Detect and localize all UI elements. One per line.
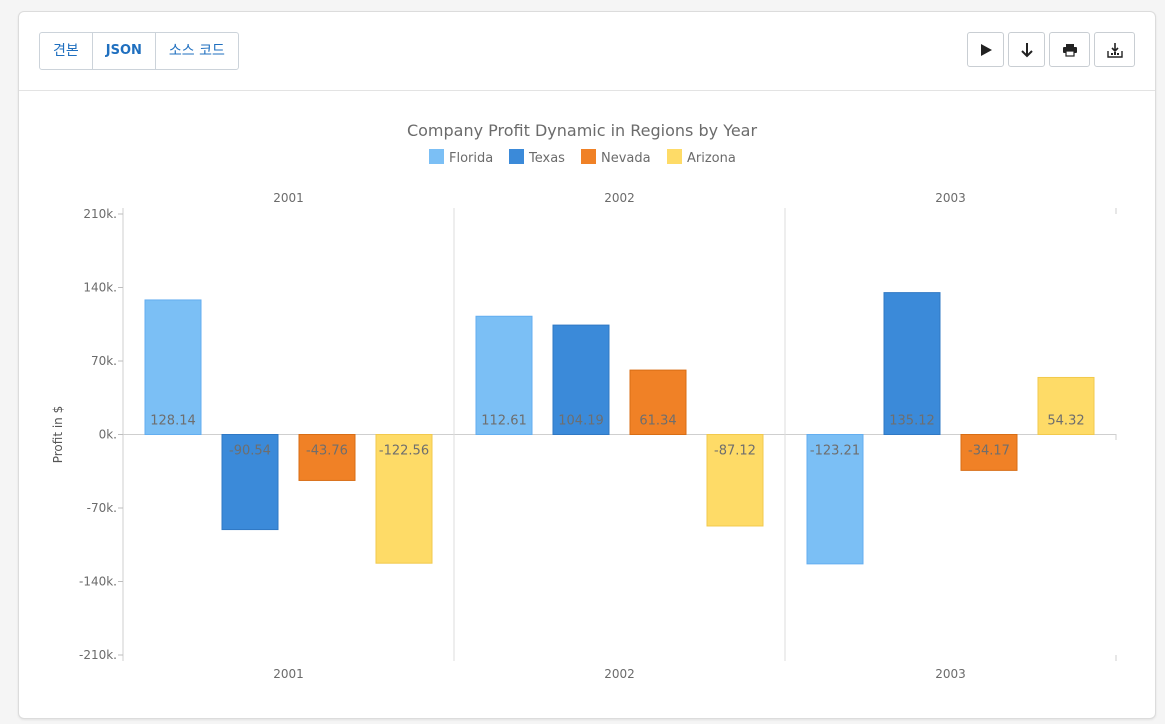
data-label: 61.34: [639, 414, 676, 429]
y-tick-label: 210k.: [83, 207, 117, 221]
play-button[interactable]: [967, 32, 1004, 67]
print-icon: [1062, 43, 1077, 57]
download-button[interactable]: [1008, 32, 1045, 67]
chart-title: Company Profit Dynamic in Regions by Yea…: [407, 121, 758, 140]
category-label-top: 2003: [935, 191, 966, 205]
y-tick-label: 140k.: [83, 281, 117, 295]
y-tick-label: -140k.: [79, 575, 117, 589]
bar-arizona-2003: [1037, 376, 1095, 435]
y-axis-title: Profit in $: [51, 406, 65, 464]
data-label: -34.17: [968, 444, 1010, 459]
legend-swatch-arizona: [667, 149, 682, 164]
bar-nevada-2002: [629, 369, 687, 435]
bar-texas-2001: [221, 434, 279, 531]
data-label: 135.12: [889, 414, 935, 429]
category-label-top: 2002: [604, 191, 635, 205]
legend-label-florida: Florida: [449, 151, 493, 166]
data-label: 112.61: [481, 414, 527, 429]
bar-florida-2002: [475, 315, 533, 435]
tab-sample[interactable]: 견본: [40, 33, 93, 69]
bar-nevada-2001: [298, 434, 356, 481]
data-label: -123.21: [810, 444, 860, 459]
bar-florida-2001: [144, 299, 202, 435]
legend-label-texas: Texas: [528, 151, 565, 166]
bar-florida-2003: [806, 434, 864, 565]
view-tabs: 견본 JSON 소스 코드: [39, 32, 239, 70]
legend-label-nevada: Nevada: [601, 151, 651, 166]
save-image-button[interactable]: [1094, 32, 1135, 67]
data-label: -43.76: [306, 444, 348, 459]
category-label-bottom: 2001: [273, 667, 304, 681]
legend-label-arizona: Arizona: [687, 151, 736, 166]
legend-swatch-nevada: [581, 149, 596, 164]
data-label: 104.19: [558, 414, 604, 429]
toolbar-actions: [967, 32, 1135, 67]
category-label-top: 2001: [273, 191, 304, 205]
toolbar: 견본 JSON 소스 코드: [19, 12, 1155, 91]
print-button[interactable]: [1049, 32, 1090, 67]
y-tick-label: 70k.: [91, 354, 117, 368]
bar-texas-2003: [883, 292, 941, 435]
bar-arizona-2001: [375, 434, 433, 564]
play-icon: [980, 43, 992, 56]
download-arrow-icon: [1020, 42, 1033, 57]
legend-swatch-florida: [429, 149, 444, 164]
bar-arizona-2002: [706, 434, 764, 527]
y-tick-label: -210k.: [79, 648, 117, 662]
data-label: 128.14: [150, 414, 196, 429]
tab-source-code[interactable]: 소스 코드: [168, 43, 225, 59]
data-label: -87.12: [714, 444, 756, 459]
data-label: 54.32: [1047, 414, 1084, 429]
legend-swatch-texas: [509, 149, 524, 164]
bar-texas-2002: [552, 324, 610, 435]
tab-json[interactable]: JSON: [93, 33, 156, 69]
bar-nevada-2003: [960, 434, 1018, 471]
y-tick-label: 0k.: [99, 428, 117, 442]
category-label-bottom: 2002: [604, 667, 635, 681]
data-label: -90.54: [229, 444, 271, 459]
data-label: -122.56: [379, 444, 429, 459]
save-image-icon: [1106, 42, 1123, 58]
y-tick-label: -70k.: [87, 501, 117, 515]
category-label-bottom: 2003: [935, 667, 966, 681]
